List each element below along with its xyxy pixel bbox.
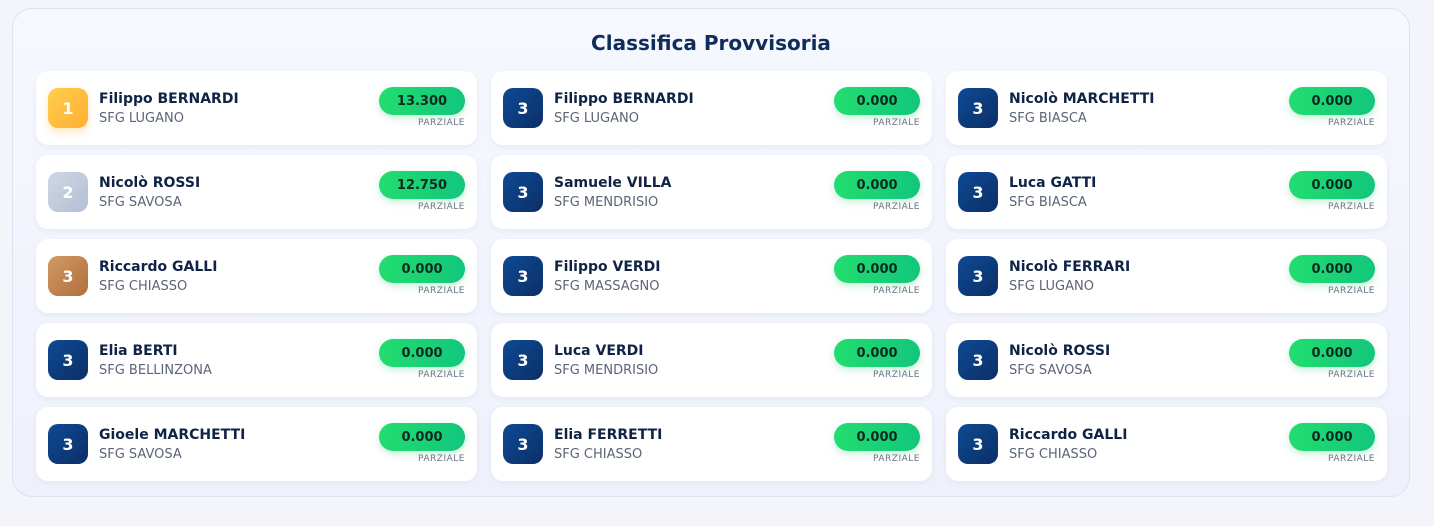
athlete-name: Filippo VERDI: [554, 259, 661, 275]
score-pill: 0.000: [834, 171, 920, 199]
rank-badge: 3: [503, 340, 543, 380]
athlete-name: Nicolò MARCHETTI: [1009, 91, 1155, 107]
leaderboard-card: 3 Nicolò ROSSI SFG SAVOSA 0.000 PARZIALE: [946, 323, 1387, 397]
score-pill: 0.000: [1289, 87, 1375, 115]
athlete-name: Nicolò ROSSI: [99, 175, 201, 191]
score-pill: 0.000: [834, 423, 920, 451]
score-label: PARZIALE: [1328, 286, 1375, 296]
rank-badge: 3: [48, 256, 88, 296]
score-pill: 0.000: [1289, 423, 1375, 451]
athlete-name: Samuele VILLA: [554, 175, 672, 191]
club-name: SFG CHIASSO: [1009, 447, 1098, 462]
rank-badge: 3: [958, 340, 998, 380]
score-label: PARZIALE: [418, 118, 465, 128]
leaderboard-grid: 1 Filippo BERNARDI SFG LUGANO 13.300 PAR…: [36, 71, 1387, 481]
club-name: SFG MENDRISIO: [554, 195, 659, 210]
leaderboard-card: 3 Elia BERTI SFG BELLINZONA 0.000 PARZIA…: [36, 323, 477, 397]
score-label: PARZIALE: [873, 118, 920, 128]
leaderboard-card: 3 Samuele VILLA SFG MENDRISIO 0.000 PARZ…: [491, 155, 932, 229]
score-label: PARZIALE: [1328, 202, 1375, 212]
athlete-name: Nicolò ROSSI: [1009, 343, 1111, 359]
leaderboard-card: 3 Luca GATTI SFG BIASCA 0.000 PARZIALE: [946, 155, 1387, 229]
rank-badge: 3: [503, 88, 543, 128]
rank-badge: 3: [48, 424, 88, 464]
athlete-name: Elia BERTI: [99, 343, 178, 359]
athlete-name: Luca GATTI: [1009, 175, 1097, 191]
rank-badge: 3: [958, 256, 998, 296]
club-name: SFG CHIASSO: [554, 447, 643, 462]
rank-badge: 3: [958, 88, 998, 128]
club-name: SFG LUGANO: [1009, 279, 1094, 294]
score-label: PARZIALE: [873, 370, 920, 380]
athlete-name: Nicolò FERRARI: [1009, 259, 1131, 275]
score-label: PARZIALE: [1328, 118, 1375, 128]
score-pill: 0.000: [379, 339, 465, 367]
score-pill: 0.000: [379, 423, 465, 451]
score-label: PARZIALE: [418, 370, 465, 380]
club-name: SFG MENDRISIO: [554, 363, 659, 378]
athlete-name: Riccardo GALLI: [1009, 427, 1128, 443]
score-label: PARZIALE: [873, 286, 920, 296]
athlete-name: Filippo BERNARDI: [554, 91, 694, 107]
score-pill: 0.000: [834, 87, 920, 115]
score-label: PARZIALE: [418, 286, 465, 296]
score-label: PARZIALE: [418, 454, 465, 464]
rank-badge: 3: [958, 172, 998, 212]
leaderboard-card: 1 Filippo BERNARDI SFG LUGANO 13.300 PAR…: [36, 71, 477, 145]
leaderboard-card: 3 Gioele MARCHETTI SFG SAVOSA 0.000 PARZ…: [36, 407, 477, 481]
score-pill: 0.000: [379, 255, 465, 283]
score-label: PARZIALE: [873, 202, 920, 212]
rank-badge: 2: [48, 172, 88, 212]
score-pill: 0.000: [1289, 255, 1375, 283]
club-name: SFG SAVOSA: [99, 195, 182, 210]
leaderboard-card: 3 Luca VERDI SFG MENDRISIO 0.000 PARZIAL…: [491, 323, 932, 397]
score-label: PARZIALE: [1328, 370, 1375, 380]
club-name: SFG SAVOSA: [1009, 363, 1092, 378]
club-name: SFG LUGANO: [554, 111, 639, 126]
score-pill: 12.750: [379, 171, 465, 199]
leaderboard-card: 3 Elia FERRETTI SFG CHIASSO 0.000 PARZIA…: [491, 407, 932, 481]
page-title: Classifica Provvisoria: [591, 31, 831, 55]
rank-badge: 3: [503, 424, 543, 464]
club-name: SFG MASSAGNO: [554, 279, 660, 294]
leaderboard-card: 2 Nicolò ROSSI SFG SAVOSA 12.750 PARZIAL…: [36, 155, 477, 229]
leaderboard-card: 3 Filippo VERDI SFG MASSAGNO 0.000 PARZI…: [491, 239, 932, 313]
score-label: PARZIALE: [418, 202, 465, 212]
rank-badge: 3: [503, 172, 543, 212]
score-pill: 0.000: [1289, 339, 1375, 367]
leaderboard-card: 3 Riccardo GALLI SFG CHIASSO 0.000 PARZI…: [36, 239, 477, 313]
leaderboard-card: 3 Nicolò FERRARI SFG LUGANO 0.000 PARZIA…: [946, 239, 1387, 313]
athlete-name: Elia FERRETTI: [554, 427, 663, 443]
club-name: SFG BIASCA: [1009, 111, 1087, 126]
score-label: PARZIALE: [873, 454, 920, 464]
athlete-name: Riccardo GALLI: [99, 259, 218, 275]
athlete-name: Filippo BERNARDI: [99, 91, 239, 107]
leaderboard-card: 3 Filippo BERNARDI SFG LUGANO 0.000 PARZ…: [491, 71, 932, 145]
leaderboard-panel: Classifica Provvisoria 1 Filippo BERNARD…: [12, 8, 1410, 497]
athlete-name: Gioele MARCHETTI: [99, 427, 246, 443]
score-label: PARZIALE: [1328, 454, 1375, 464]
rank-badge: 1: [48, 88, 88, 128]
leaderboard-card: 3 Nicolò MARCHETTI SFG BIASCA 0.000 PARZ…: [946, 71, 1387, 145]
athlete-name: Luca VERDI: [554, 343, 644, 359]
club-name: SFG BIASCA: [1009, 195, 1087, 210]
club-name: SFG LUGANO: [99, 111, 184, 126]
club-name: SFG CHIASSO: [99, 279, 188, 294]
leaderboard-card: 3 Riccardo GALLI SFG CHIASSO 0.000 PARZI…: [946, 407, 1387, 481]
rank-badge: 3: [48, 340, 88, 380]
rank-badge: 3: [503, 256, 543, 296]
score-pill: 13.300: [379, 87, 465, 115]
score-pill: 0.000: [834, 339, 920, 367]
score-pill: 0.000: [1289, 171, 1375, 199]
club-name: SFG SAVOSA: [99, 447, 182, 462]
rank-badge: 3: [958, 424, 998, 464]
club-name: SFG BELLINZONA: [99, 363, 212, 378]
score-pill: 0.000: [834, 255, 920, 283]
